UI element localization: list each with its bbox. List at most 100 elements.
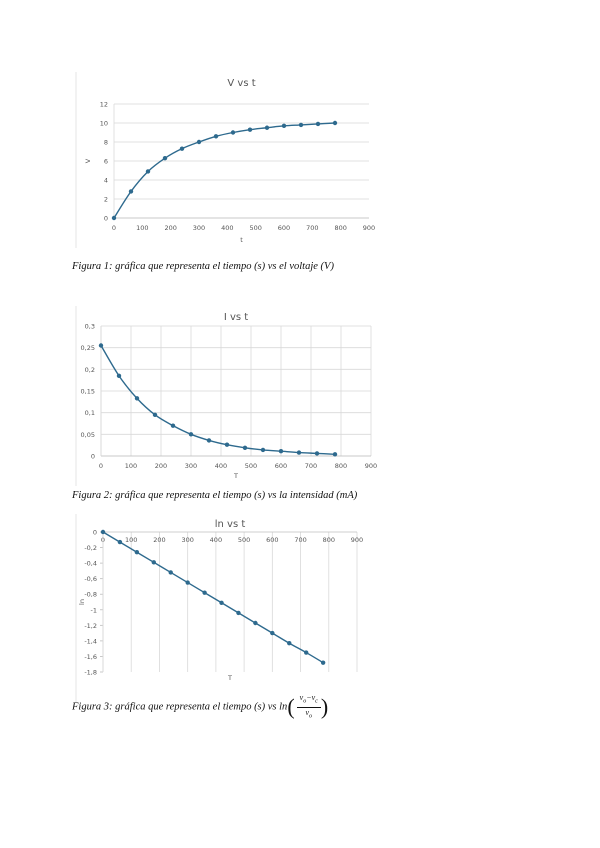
x-tick-label: 500 [245, 462, 257, 470]
data-point [236, 610, 241, 616]
fraction-numerator: vo−vc [296, 693, 321, 708]
data-point [315, 121, 321, 127]
chart-v-vs-t: 0 2 4 6 8 10 12 0 100 200 300 400 500 600 700 800 900 V v… [75, 72, 386, 257]
figure-1-caption: Figura 1: gráfica que representa el tiem… [72, 261, 334, 272]
x-tick-label: 900 [363, 224, 375, 232]
x-tick-label: 200 [164, 224, 176, 232]
data-point [196, 139, 202, 145]
close-paren: ) [320, 694, 329, 720]
data-point [152, 412, 158, 418]
y-tick-label: 10 [100, 120, 108, 128]
data-point [213, 134, 219, 139]
data-point [128, 189, 134, 194]
x-axis-label: T [233, 472, 238, 480]
x-tick-label: 800 [323, 536, 335, 544]
data-point [281, 123, 287, 129]
fraction-denominator: vo [297, 708, 321, 722]
x-tick-label: 300 [185, 462, 197, 470]
y-tick-label: 0,25 [81, 344, 95, 352]
x-tick-label: 500 [238, 536, 250, 544]
data-point [202, 590, 207, 595]
x-tick-label: 900 [365, 462, 377, 470]
data-point [162, 155, 168, 161]
data-point [287, 641, 292, 646]
x-tick-label: 200 [155, 462, 167, 470]
data-point [134, 550, 140, 555]
y-tick-label: 6 [104, 158, 108, 166]
data-point [224, 442, 230, 447]
y-tick-label: 0 [104, 215, 108, 223]
figure-3-caption: Figura 3: gráfica que representa el tiem… [72, 693, 328, 721]
y-tick-label: 0,15 [81, 388, 95, 396]
data-point [242, 445, 248, 450]
x-axis-label: T [227, 674, 232, 682]
x-tick-label: 400 [215, 462, 227, 470]
y-tick-label: -0,6 [84, 575, 97, 583]
data-point [188, 432, 194, 437]
chart-title: V vs t [227, 78, 255, 89]
data-point [304, 650, 309, 655]
data-point [296, 450, 302, 455]
data-point [314, 451, 320, 456]
y-tick-label: 0,2 [85, 366, 95, 374]
y-axis-label: V [84, 158, 92, 163]
data-point [230, 130, 236, 135]
y-tick-label: 4 [104, 177, 108, 185]
data-point [219, 600, 224, 605]
y-tick-label: 0 [93, 529, 97, 537]
chart-ln-vs-t-svg: 0-0,2-0,4-0,6-0,8-1-1,2-1,4-1,6-1,801002… [75, 514, 363, 702]
chart-v-vs-t-svg: 0 2 4 6 8 10 12 0 100 200 300 400 500 600 700 800 900 V v… [75, 72, 375, 248]
data-point [111, 215, 117, 221]
x-tick-label: 0 [112, 224, 116, 232]
y-tick-label: -1 [91, 606, 97, 614]
chart-i-vs-t-svg: 0 0,05 0,1 0,15 0,2 0,25 0,3 0 100 200 300 400 500 60… [75, 306, 377, 486]
data-point [270, 630, 275, 636]
data-point [332, 452, 338, 457]
y-tick-label: -1,2 [84, 622, 97, 630]
num-v: v [299, 693, 304, 702]
data-point [298, 122, 304, 128]
y-tick-label: 0 [91, 453, 95, 461]
data-point [320, 660, 326, 665]
x-tick-label: 500 [249, 224, 261, 232]
den-sub: o [309, 713, 313, 720]
num-sub-2: c [315, 698, 318, 705]
data-point [260, 447, 266, 453]
data-point [100, 529, 106, 535]
data-point [206, 438, 212, 443]
x-tick-label: 300 [193, 224, 205, 232]
data-point [253, 620, 258, 626]
x-tick-label: 400 [221, 224, 233, 232]
num-sub-1: o [303, 698, 307, 705]
x-axis-label: t [240, 236, 243, 244]
y-tick-label: -0,8 [84, 591, 97, 599]
data-point [168, 570, 173, 575]
y-tick-label: 8 [104, 139, 108, 147]
x-tick-label: 700 [305, 462, 317, 470]
x-tick-label: 800 [334, 224, 346, 232]
y-tick-label: -1,6 [84, 653, 97, 661]
figure-3-caption-text: Figura 3: gráfica que representa el tiem… [72, 701, 288, 713]
y-tick-label: -0,4 [84, 560, 97, 568]
data-point [179, 146, 185, 151]
x-tick-label: 600 [266, 536, 278, 544]
num-mid: −v [306, 693, 316, 702]
x-tick-label: 0 [99, 462, 103, 470]
chart-ln-vs-t: 0-0,2-0,4-0,6-0,8-1-1,2-1,4-1,6-1,801002… [75, 514, 386, 702]
figure-2-caption: Figura 2: gráfica que representa el tiem… [72, 490, 358, 501]
data-point [117, 539, 123, 545]
x-tick-label: 400 [210, 536, 222, 544]
x-tick-label: 700 [294, 536, 306, 544]
chart-title: I vs t [224, 312, 248, 323]
data-point [98, 343, 104, 348]
y-axis-label: ln [78, 599, 86, 605]
y-tick-label: 0,1 [85, 409, 95, 417]
data-point [170, 423, 176, 428]
y-tick-label: -1,4 [84, 637, 97, 645]
x-tick-label: 100 [136, 224, 148, 232]
y-tick-label: 2 [104, 196, 108, 204]
data-point [278, 449, 284, 454]
data-point [116, 373, 122, 379]
x-tick-label: 600 [278, 224, 290, 232]
y-tick-label: -0,2 [84, 544, 97, 552]
